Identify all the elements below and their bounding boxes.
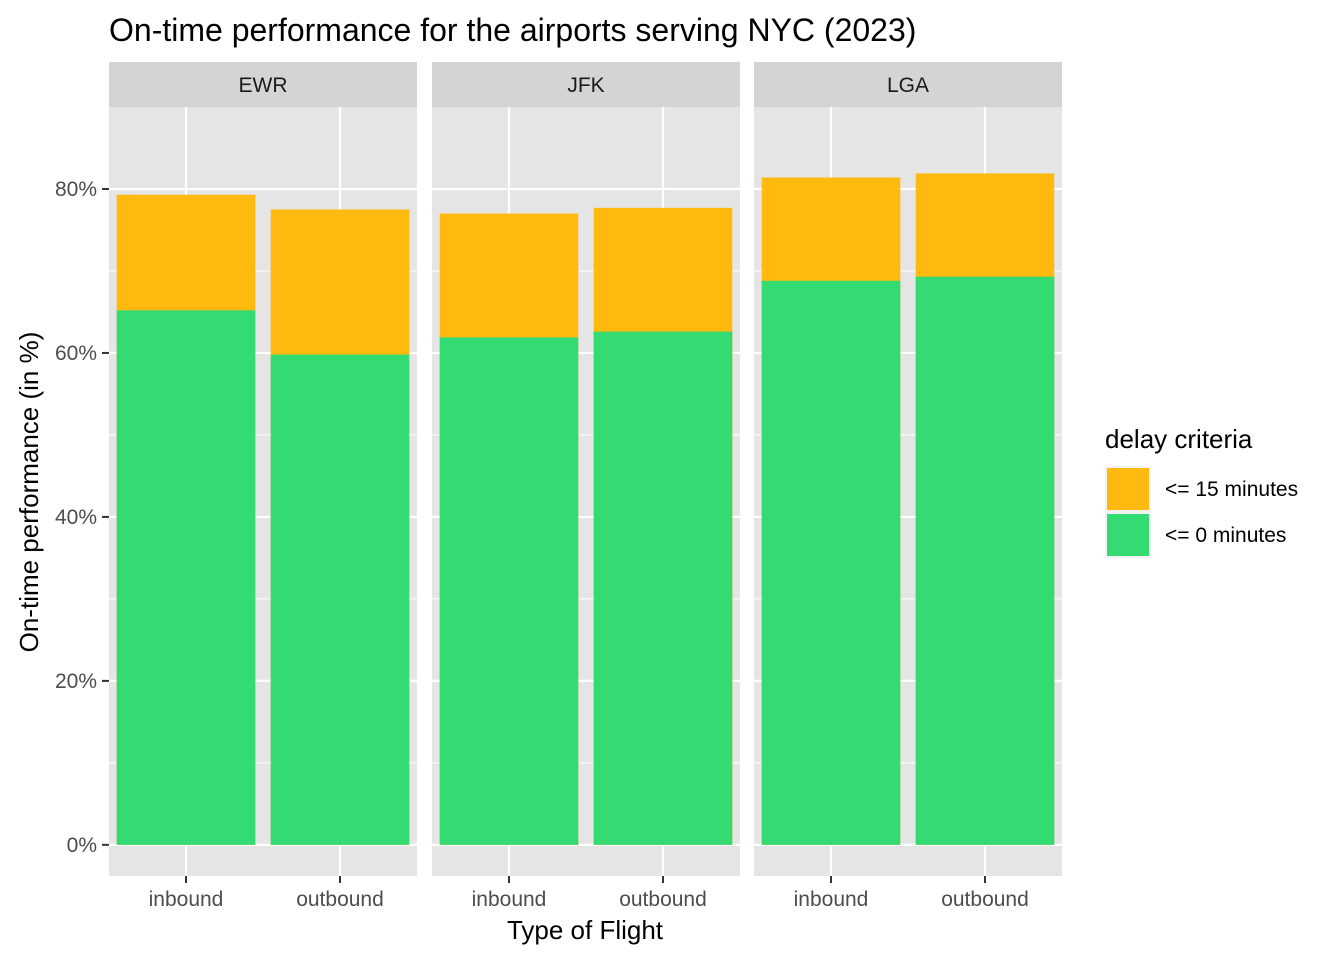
facet-strip bbox=[109, 62, 417, 107]
legend: delay criteria <= 15 minutes <= 0 minutes bbox=[1105, 424, 1298, 558]
bar-lga-outbound-le0 bbox=[915, 276, 1055, 845]
bar-ewr-outbound-le0 bbox=[270, 354, 410, 845]
facet-strip-label: LGA bbox=[887, 74, 929, 97]
chart-title: On-time performance for the airports ser… bbox=[109, 12, 916, 48]
y-axis-title: On-time performance (in %) bbox=[14, 332, 44, 653]
legend-label: <= 0 minutes bbox=[1165, 524, 1286, 547]
y-tick-label: 20% bbox=[55, 670, 97, 693]
facet-strip-label: EWR bbox=[239, 74, 288, 97]
x-tick-label: inbound bbox=[149, 888, 224, 911]
bar-jfk-outbound-le0 bbox=[593, 331, 733, 845]
x-tick-label: inbound bbox=[794, 888, 869, 911]
y-tick-label: 80% bbox=[55, 178, 97, 201]
y-tick-label: 0% bbox=[67, 834, 97, 857]
facet-strip bbox=[754, 62, 1062, 107]
bar-ewr-inbound-le0 bbox=[116, 310, 256, 845]
y-axis: 0% 20% 40% 60% 80% bbox=[55, 178, 109, 857]
x-tick-label: outbound bbox=[619, 888, 707, 911]
legend-key-swatch bbox=[1107, 514, 1149, 556]
facet-panel-jfk: inbound outbound JFK bbox=[432, 62, 740, 911]
legend-key-swatch bbox=[1107, 468, 1149, 510]
x-tick-label: inbound bbox=[472, 888, 547, 911]
legend-title: delay criteria bbox=[1105, 424, 1253, 454]
y-tick-label: 60% bbox=[55, 342, 97, 365]
facet-strip-label: JFK bbox=[567, 74, 604, 97]
bar-jfk-inbound-le0 bbox=[439, 337, 579, 845]
x-axis-title: Type of Flight bbox=[507, 915, 664, 945]
x-tick-label: outbound bbox=[941, 888, 1029, 911]
legend-label: <= 15 minutes bbox=[1165, 478, 1298, 501]
y-tick-label: 40% bbox=[55, 506, 97, 529]
facet-panel-ewr: inbound outbound EWR bbox=[109, 62, 417, 911]
facet-strip bbox=[432, 62, 740, 107]
bar-lga-inbound-le0 bbox=[761, 280, 901, 845]
facet-panel-lga: inbound outbound LGA bbox=[754, 62, 1062, 911]
x-tick-label: outbound bbox=[296, 888, 384, 911]
